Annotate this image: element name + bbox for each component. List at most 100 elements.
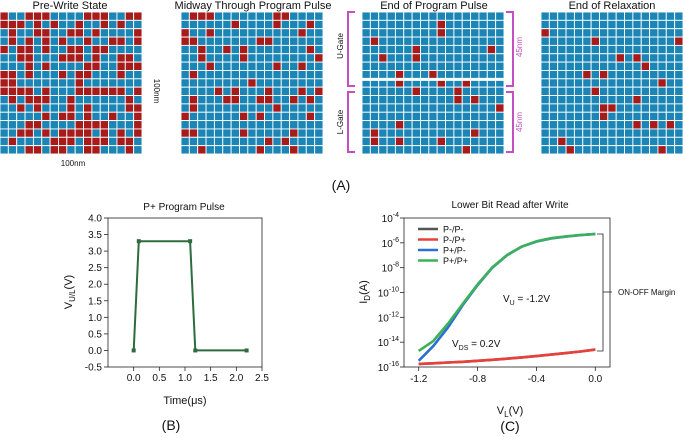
grid-cell [607,70,617,80]
grid-cell [540,95,550,105]
grid-cell [99,53,110,63]
grid-cell [247,145,257,155]
grid-cell [470,61,480,71]
pulse-point [136,239,141,244]
grid-cell [378,136,388,147]
grid-cell [420,145,430,155]
grid-cell [411,95,421,105]
grid-cell [197,78,207,88]
grid-cell-polarized [66,44,76,55]
grid-cell [470,111,480,122]
grid-cell [615,128,625,138]
grid-cell [445,86,455,96]
grid-cell-polarized [188,11,199,21]
grid-cell [599,86,609,96]
grid-cell [58,95,68,105]
grid-cell [540,78,550,88]
grid-cell-polarized [16,53,26,63]
grid-cell [213,19,224,30]
grid-cell [665,53,676,63]
grid-cell [573,128,584,138]
grid-cell [180,103,190,113]
grid-cell-polarized [124,11,135,21]
grid-cell [403,111,413,122]
grid-cell [239,36,249,46]
grid-cell [657,11,667,21]
grid-cell-polarized [540,28,550,38]
grid-cell-polarized [41,44,51,55]
grid-cell [289,78,299,88]
grid-cell [428,95,438,105]
grid-cell [264,128,274,138]
grid-cell [41,136,51,147]
grid-cell-polarized [411,53,421,63]
grid-cell-polarized [7,78,18,88]
pulse-line [132,240,247,352]
grid-cell [272,128,282,138]
grid-cell [394,44,405,55]
grid-cell [255,70,265,80]
grid-cell-polarized [58,145,68,155]
grid-cell-polarized [66,95,76,105]
grid-cell [590,111,600,122]
grid-cell [607,95,617,105]
grid-cell [297,70,307,80]
grid-cell [230,120,240,130]
grid-cell [453,53,463,63]
grid-cell [548,70,559,80]
grid-cell [486,11,497,21]
grid-cell [590,136,600,147]
grid-cell-polarized [264,86,274,96]
grid-cell [24,111,34,122]
grid-cell [665,145,676,155]
grid-cell [540,44,550,55]
grid-cell [540,36,550,46]
grid-cell [420,136,430,147]
grid-cell [557,44,567,55]
grid-cell [649,136,659,147]
grid-cell [361,111,371,122]
grid-cell [16,78,26,88]
grid-cell [640,11,651,21]
grid-cell-polarized [239,53,249,63]
grid-cell [590,128,600,138]
grid-cell [607,128,617,138]
grid-cell [615,120,625,130]
grid-cell [247,61,257,71]
pulse-point [131,348,136,353]
grid-cell-polarized [66,111,76,122]
grid-midway [180,11,324,155]
grid-cell-polarized [289,95,299,105]
grid-cell-polarized [108,86,118,96]
grid-cell [247,70,257,80]
grid-cell [540,53,550,63]
grid-cell [674,136,684,147]
iv-ytick-label: 10-10 [378,287,399,300]
grid-cell [453,128,463,138]
grid-cell [230,111,240,122]
grid-cell [478,128,488,138]
grid-cell-polarized [632,53,642,63]
grid-cell-polarized [369,36,380,46]
grid-cell [49,86,59,96]
grid-cell [657,61,667,71]
grid-cell-polarized [0,86,9,96]
grid-cell [649,28,659,38]
grid-cell [0,61,9,71]
grid-cell [640,120,651,130]
grid-cell [453,145,463,155]
grid-cell [41,19,51,30]
grid-cell-polarized [197,145,207,155]
grid-cell [640,78,651,88]
grid-cell [247,36,257,46]
grid-cell-polarized [649,120,659,130]
grid-cell [386,120,396,130]
grid-cell [247,128,257,138]
grid-cell [657,53,667,63]
grid-cell [49,70,59,80]
grid-cell [461,44,472,55]
grid-cell [615,78,625,88]
grid-cell [297,145,307,155]
grid-cell [403,95,413,105]
